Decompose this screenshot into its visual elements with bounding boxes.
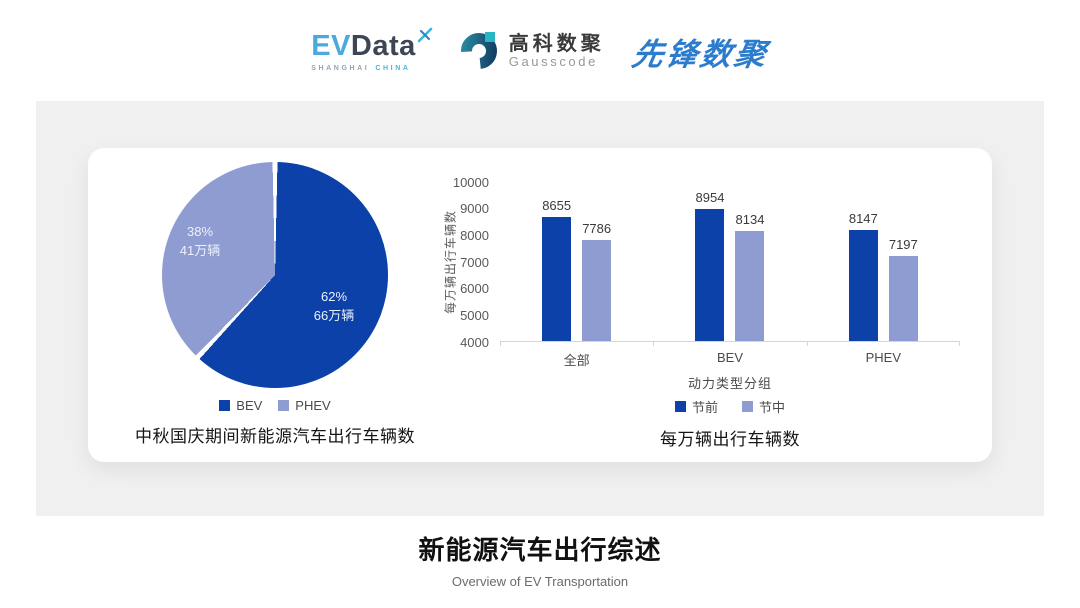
legend-swatch-pre	[674, 401, 686, 412]
bar-column: 7197	[888, 182, 918, 341]
bar-value-label: 8655	[542, 197, 572, 213]
bar-value-label: 8134	[735, 211, 765, 227]
pie-legend-item-bev: BEV	[219, 398, 262, 413]
evdata-logo: EV Data SHANGHAI CHINA	[311, 27, 433, 72]
bar-legend-item-pre: 节前	[674, 397, 718, 416]
bar-rect	[888, 255, 918, 341]
bar-rect	[848, 230, 878, 341]
bar-rect	[735, 230, 765, 341]
x-category-label: PHEV	[865, 350, 902, 365]
pie-chart-title: 中秋国庆期间新能源汽车出行车辆数	[135, 427, 415, 446]
footer: 新能源汽车出行综述 Overview of EV Transportation	[0, 530, 1080, 589]
page-title: 新能源汽车出行综述	[418, 535, 662, 565]
bar-value-label: 8147	[848, 211, 878, 227]
pie-slice-label-bev: 62% 66万辆	[313, 289, 355, 323]
y-axis-tick: 10000	[452, 174, 489, 190]
sparkle-x-icon	[417, 27, 433, 48]
y-axis-tick: 5000	[460, 307, 489, 323]
bar-column: 8655	[542, 182, 572, 341]
bar-column: 7786	[582, 182, 612, 341]
evdata-logo-ev: EV	[311, 30, 351, 62]
y-axis-tick: 8000	[460, 227, 489, 243]
pioneer-logo: 先锋数聚	[629, 36, 772, 72]
x-axis-tick	[806, 341, 808, 346]
bar-group-全部: 8655 7786	[500, 182, 653, 341]
bar-value-label: 8954	[695, 189, 725, 205]
bar-column: 8954	[695, 182, 725, 341]
charts-card: 62% 66万辆 38% 41万辆 BEV PHEV 中秋国庆期间新能源汽车出行…	[88, 148, 992, 462]
y-axis-tick: 7000	[460, 254, 489, 270]
gausscode-logo: 高科数聚 Gausscode	[460, 28, 605, 75]
x-category-label: BEV	[716, 350, 743, 365]
page-subtitle: Overview of EV Transportation	[451, 574, 629, 589]
pie-legend-item-phev: PHEV	[278, 398, 331, 413]
pie-legend: BEV PHEV	[88, 398, 462, 413]
bar-column: 8134	[735, 182, 765, 341]
bar-rect	[542, 216, 572, 341]
bar-value-label: 7786	[582, 221, 612, 237]
logo-bar: EV Data SHANGHAI CHINA	[0, 22, 1080, 80]
bar-rect	[582, 240, 612, 341]
legend-swatch-bev	[219, 400, 231, 411]
bar-chart-block: 每万辆出行车辆数 动力类型分组 节前 节中 每万辆出行车辆数 4000 5000 6…	[444, 148, 992, 462]
bar-value-label: 7197	[888, 236, 918, 252]
pie-graphic: 62% 66万辆 38% 41万辆	[162, 162, 388, 388]
bar-x-axis-label: 动力类型分组	[687, 376, 772, 391]
evdata-sub-china: CHINA	[375, 65, 411, 72]
pie-chart-block: 62% 66万辆 38% 41万辆 BEV PHEV 中秋国庆期间新能源汽车出行…	[88, 148, 462, 462]
x-axis-tick	[500, 341, 501, 346]
evdata-logo-data: Data	[350, 30, 416, 62]
bar-column: 8147	[848, 182, 878, 341]
bar-rect	[695, 208, 725, 341]
legend-swatch-phev	[278, 400, 290, 411]
y-axis-tick: 9000	[460, 201, 489, 217]
bar-group-BEV: 8954 8134	[653, 182, 806, 341]
bar-chart-title: 每万辆出行车辆数	[660, 430, 800, 449]
x-category-label: 全部	[563, 353, 590, 368]
bar-group-PHEV: 8147 7197	[807, 182, 960, 341]
gausscode-name-en: Gausscode	[508, 53, 598, 69]
gausscode-name-cn: 高科数聚	[508, 32, 605, 55]
y-axis-tick: 4000	[460, 334, 489, 350]
evdata-sub-shanghai: SHANGHAI	[311, 65, 370, 72]
legend-swatch-mid	[742, 401, 753, 412]
gausscode-g-icon	[460, 28, 500, 75]
bar-legend-item-mid: 节中	[742, 397, 785, 416]
bar-legend: 节前 节中	[500, 397, 960, 416]
y-axis-tick: 6000	[460, 281, 489, 297]
x-axis-tick	[653, 341, 655, 346]
x-axis-tick	[959, 341, 960, 346]
bar-plot: 每万辆出行车辆数 动力类型分组 节前 节中 每万辆出行车辆数 4000 5000 6…	[444, 175, 960, 449]
pie-slice-label-phev: 38% 41万辆	[179, 224, 221, 258]
